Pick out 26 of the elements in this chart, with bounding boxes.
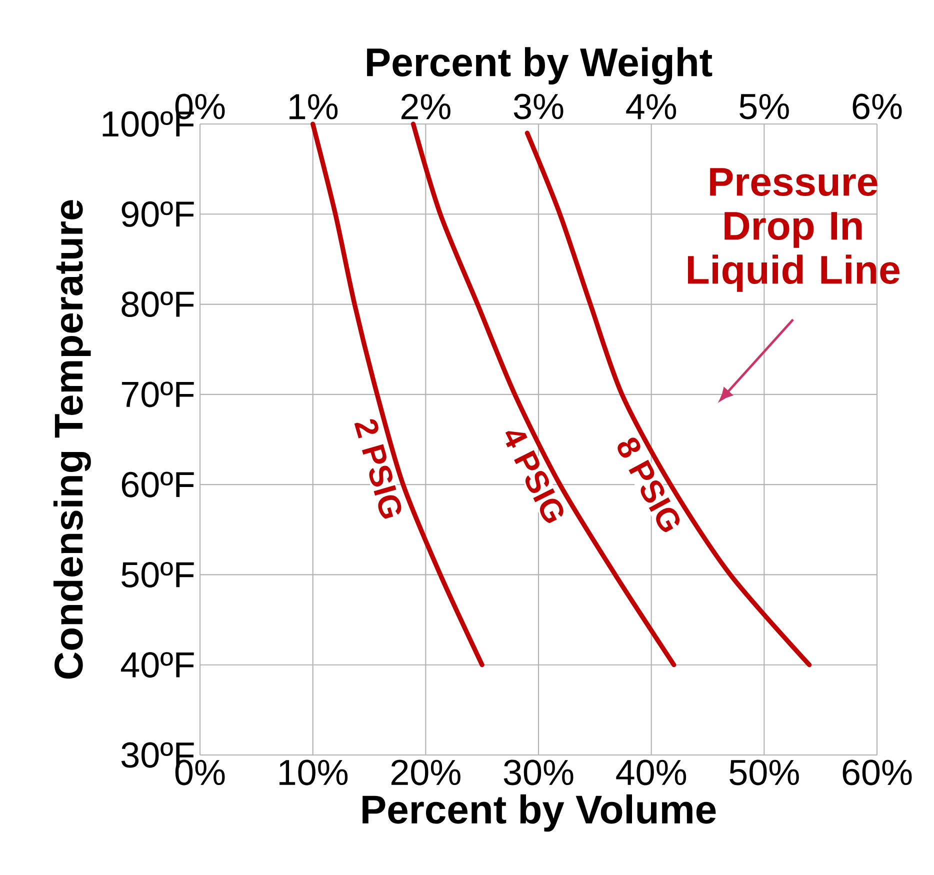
x-axis-title: Percent by Volume	[362, 794, 716, 832]
x-tick-label: 40%	[616, 760, 686, 786]
x2-tick-label: 5%	[740, 94, 789, 120]
y-tick-label: 40ºF	[120, 652, 194, 678]
x-tick-label: 30%	[504, 760, 574, 786]
x2-axis-title: Percent by Weight	[367, 47, 712, 85]
x2-tick-label: 1%	[290, 94, 338, 120]
y-tick-label: 50ºF	[122, 562, 194, 588]
text: 2 PSIG	[354, 419, 402, 519]
x-tick-label: 20%	[391, 760, 460, 786]
y-axis-title: Condensing Temperature	[53, 200, 91, 679]
x2-tick-label: 3%	[514, 94, 564, 120]
y-tick-label: 80ºF	[122, 292, 194, 318]
text: 8 PSIG	[618, 438, 680, 532]
x-tick-label: 10%	[280, 760, 348, 786]
x2-tick-label: 2%	[401, 94, 450, 120]
x-tick-label: 50%	[730, 760, 799, 786]
x-tick-label: 60%	[842, 760, 912, 786]
x2-tick-label: 4%	[626, 94, 676, 120]
annotation: Pressure Drop In Liquid Line	[688, 168, 900, 292]
text: 4 PSIG	[505, 431, 564, 524]
y-tick-label: 70ºF	[122, 382, 194, 408]
line-series	[310, 122, 484, 668]
x2-tick-label: 6%	[852, 94, 902, 120]
y-tick-label: 90ºF	[122, 201, 194, 227]
y-tick-label: 60ºF	[122, 472, 194, 498]
